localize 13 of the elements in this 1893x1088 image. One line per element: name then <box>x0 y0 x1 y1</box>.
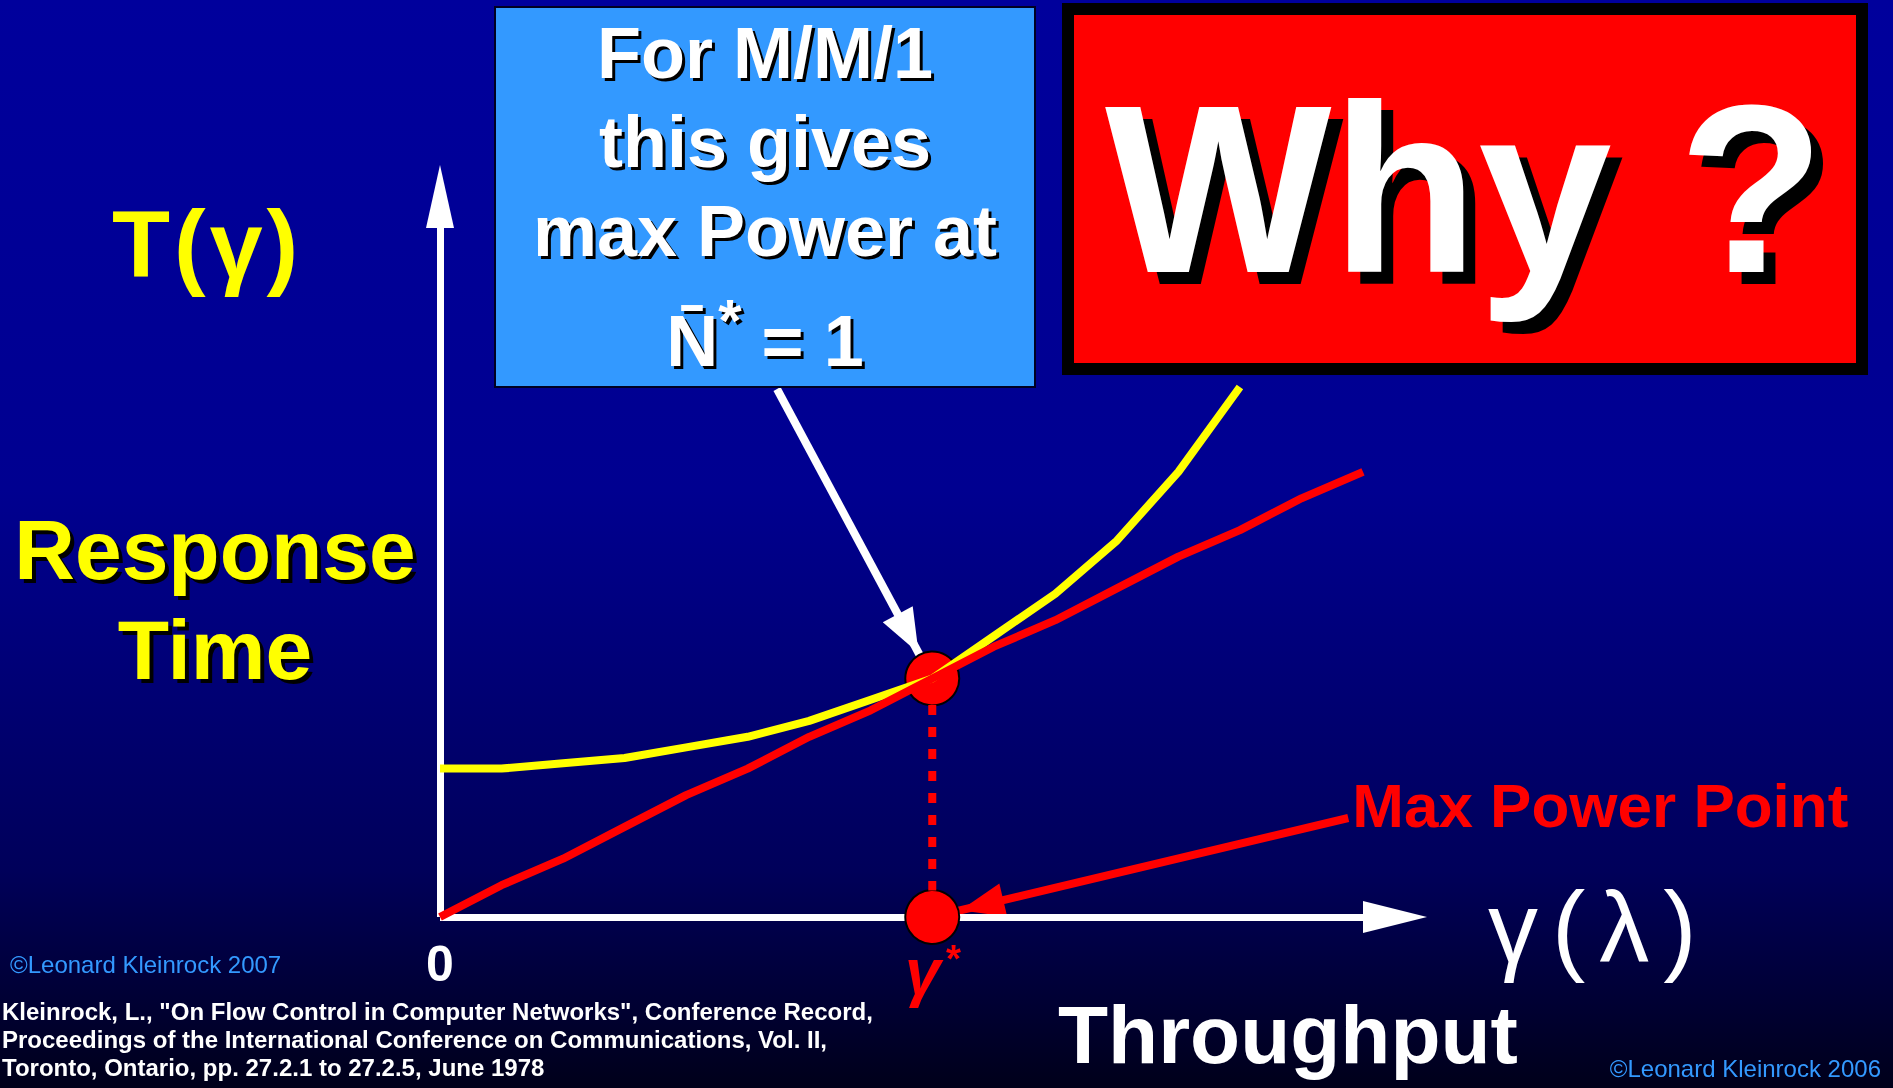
text: Kleinrock, L., "On Flow Control in Computer Networks", Conference Record, Proceedings of the International Conference on Communications, Vol. II, Toronto, Ontario, pp. 27.2.1 to 27.2.5, June 1978 <box>2 998 873 1082</box>
x-tick-label: γ* <box>905 936 962 1009</box>
annotation: For M/M/1 this gives max Power at N̄$^{*}$ = 1 <box>532 11 998 383</box>
text: γ(λ) <box>1488 871 1711 983</box>
callout-box: Why ? <box>1062 3 1868 375</box>
text: T(γ) <box>112 191 303 297</box>
text: ©Leonard Kleinrock 2006 <box>1609 1055 1881 1083</box>
text: ©Leonard Kleinrock 2007 <box>10 951 282 979</box>
callout-box: For M/M/1 this gives max Power at N̄$^{*}$ = 1 <box>494 6 1036 388</box>
y-axis-title: Response Time <box>13 502 417 699</box>
annotation: Max Power Point <box>1352 771 1849 841</box>
x-axis-title: Throughput <box>1058 989 1518 1080</box>
x-tick-label: 0 <box>426 936 454 992</box>
